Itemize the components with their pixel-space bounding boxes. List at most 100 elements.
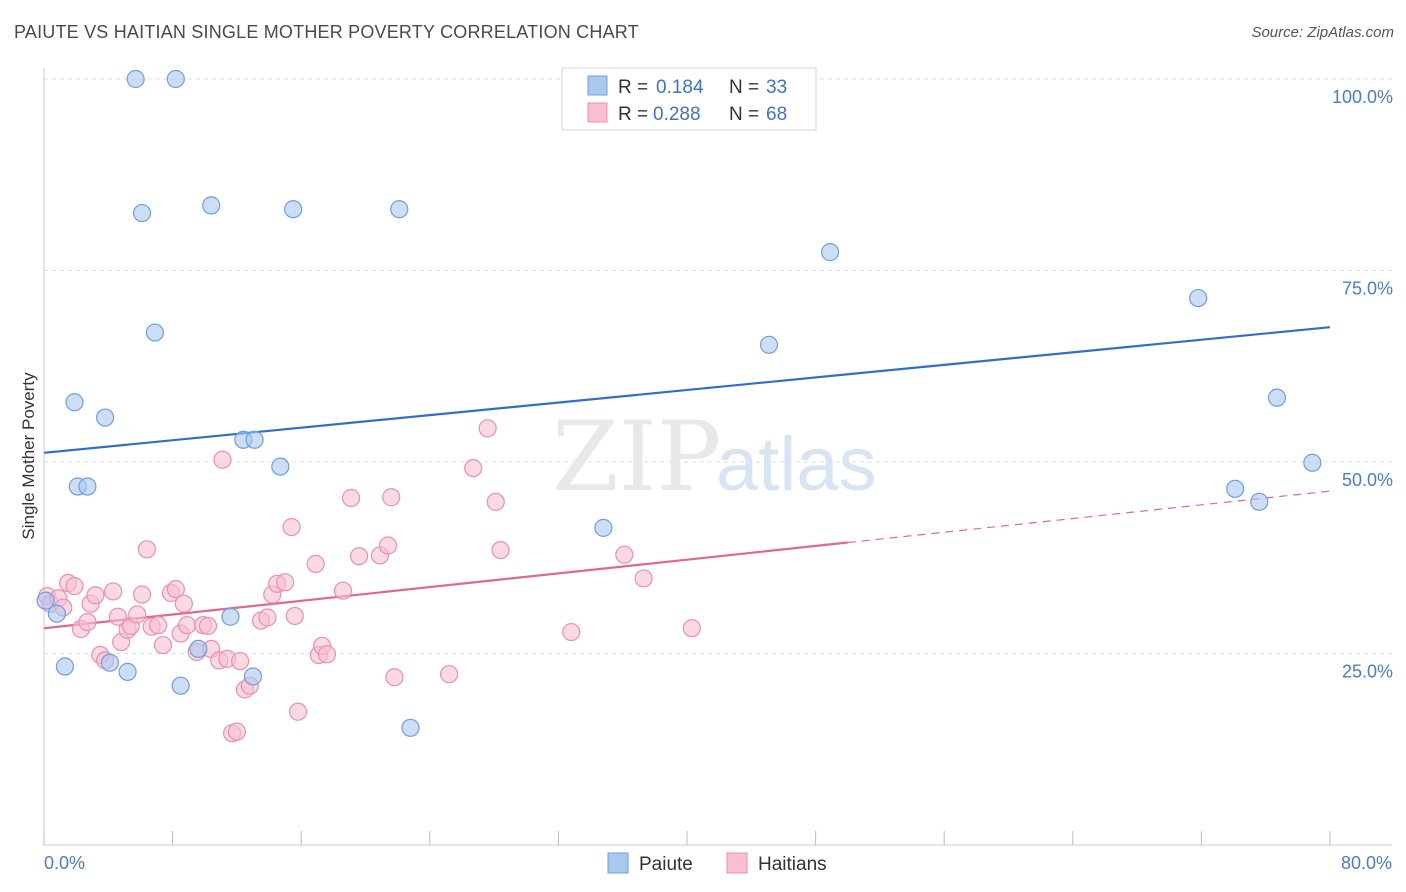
point-paiute-16 [1267,388,1287,407]
grid-lines [44,78,1392,654]
y-axis-title: Single Mother Poverty [19,372,38,540]
x-tick-label-max: 80.0% [1341,853,1392,873]
y-tick-label-25: 25.0% [1342,662,1393,682]
point-paiute-0 [126,69,145,89]
axes [43,68,1392,846]
point-paiute-32 [243,667,263,686]
point-paiute-11 [65,393,84,412]
point-paiute-6 [390,200,409,219]
legend-r-value-paiute: 0.184 [656,77,704,98]
point-paiute-9 [759,335,779,354]
point-paiute-8 [145,323,165,342]
point-haitians-60 [464,459,483,478]
point-paiute-7 [820,243,840,262]
point-haitians-30 [198,616,218,636]
legend-n-label-paiute: N = [729,77,759,98]
point-paiute-27 [100,653,120,672]
bottom-legend: Paiute Haitians [607,852,827,875]
legend-r-label-haitians: R = [618,104,648,125]
point-haitians-61 [478,419,497,438]
legend-r-value-haitians: 0.288 [653,104,701,125]
point-paiute-12 [95,408,115,427]
chart-title: PAIUTE VS HAITIAN SINGLE MOTHER POVERTY … [14,22,639,42]
point-haitians-63 [491,540,510,560]
point-haitians-18 [132,585,152,604]
chart-source: Source: ZipAtlas.com [1251,24,1394,41]
point-paiute-26 [189,639,208,659]
point-paiute-30 [171,676,190,695]
point-haitians-51 [317,645,337,664]
watermark-atlas: atlas [716,422,877,507]
point-paiute-25 [221,607,240,626]
point-paiute-10 [1189,288,1208,308]
legend-r-label-paiute: R = [618,77,648,98]
point-haitians-52 [333,581,353,600]
point-paiute-14 [245,430,264,449]
point-haitians-22 [153,635,173,655]
y-tick-labels: 25.0% 50.0% 75.0% 100.0% [1332,87,1393,682]
top-legend: R = 0.184 N = 33 R = 0.288 N = 68 [561,67,817,131]
point-haitians-27 [177,616,197,635]
point-haitians-5 [65,576,84,596]
point-paiute-24 [47,604,66,623]
point-haitians-26 [174,594,193,613]
point-paiute-22 [594,518,613,537]
point-paiute-17 [1303,453,1322,472]
trend-line-haitians [43,541,848,630]
point-haitians-62 [486,492,505,511]
point-haitians-66 [634,569,653,588]
point-haitians-48 [306,554,325,573]
data-points [36,69,1322,743]
point-haitians-67 [682,619,701,638]
point-paiute-15 [271,457,290,476]
watermark: ZIP atlas [552,401,877,513]
bottom-legend-label-paiute: Paiute [639,854,693,875]
point-haitians-53 [341,488,361,508]
point-haitians-21 [149,616,168,635]
bottom-legend-swatch-haitians [726,852,748,874]
y-tick-label-75: 75.0% [1342,279,1393,299]
point-haitians-13 [108,607,128,626]
point-haitians-56 [378,536,398,555]
x-tick-label-min: 0.0% [44,853,85,873]
point-haitians-7 [78,612,97,632]
point-haitians-17 [128,605,147,624]
point-paiute-19 [78,477,97,496]
bottom-legend-swatch-paiute [607,852,629,874]
point-haitians-37 [231,652,250,671]
point-paiute-3 [202,196,221,215]
point-paiute-1 [166,69,185,89]
point-haitians-36 [227,722,246,741]
point-haitians-41 [258,608,277,627]
point-haitians-24 [166,580,185,599]
point-haitians-59 [439,665,459,684]
point-haitians-54 [349,547,369,566]
point-haitians-12 [104,582,123,601]
y-tick-label-100: 100.0% [1332,87,1393,107]
trend-line-extension-haitians [847,490,1331,544]
point-haitians-45 [282,518,301,537]
point-haitians-47 [288,702,308,721]
legend-n-value-haitians: 68 [766,104,787,125]
point-haitians-65 [615,545,634,564]
watermark-zip: ZIP [552,401,721,513]
y-tick-label-50: 50.0% [1342,470,1393,490]
point-haitians-9 [86,586,105,605]
point-haitians-19 [137,540,156,559]
point-paiute-29 [118,662,137,681]
point-paiute-31 [401,718,420,737]
point-paiute-28 [55,657,74,676]
point-paiute-5 [284,200,303,219]
point-haitians-58 [385,668,404,687]
legend-n-value-paiute: 33 [766,77,787,98]
legend-swatch-paiute [587,75,608,96]
point-haitians-44 [276,573,295,592]
legend-swatch-haitians [587,102,608,123]
x-ticks [43,831,1331,845]
point-paiute-21 [1250,492,1269,511]
legend-n-label-haitians: N = [729,104,759,125]
point-paiute-23 [36,591,55,610]
bottom-legend-label-haitians: Haitians [758,854,827,875]
point-paiute-20 [1226,479,1245,498]
